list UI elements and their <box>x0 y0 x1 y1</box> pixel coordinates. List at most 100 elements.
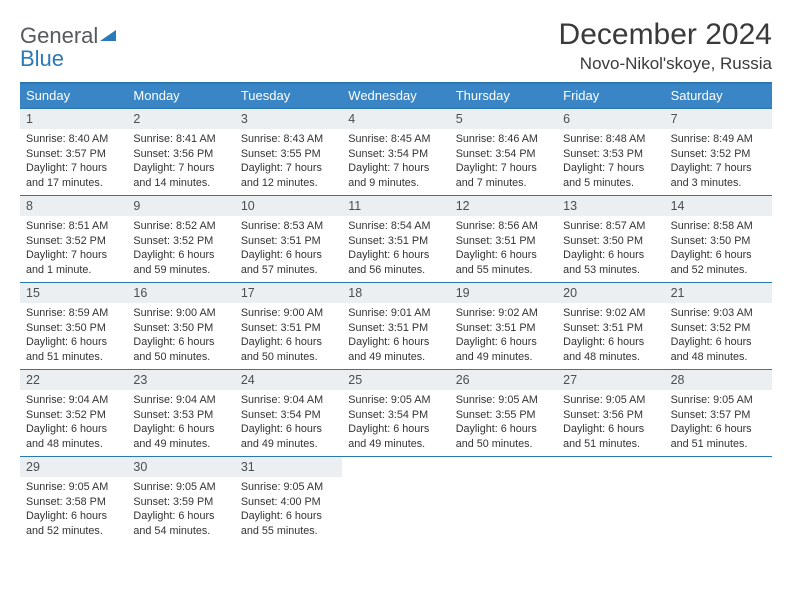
calendar-cell: 17Sunrise: 9:00 AMSunset: 3:51 PMDayligh… <box>235 283 342 369</box>
sunrise-text: Sunrise: 8:40 AM <box>26 132 121 147</box>
daylight-text-1: Daylight: 7 hours <box>26 248 121 263</box>
day-info: Sunrise: 8:48 AMSunset: 3:53 PMDaylight:… <box>557 129 664 194</box>
day-info: Sunrise: 8:52 AMSunset: 3:52 PMDaylight:… <box>127 216 234 281</box>
day-number: 9 <box>127 196 234 216</box>
day-info: Sunrise: 9:05 AMSunset: 3:55 PMDaylight:… <box>450 390 557 455</box>
weeks-container: 1Sunrise: 8:40 AMSunset: 3:57 PMDaylight… <box>20 108 772 543</box>
calendar-cell: 12Sunrise: 8:56 AMSunset: 3:51 PMDayligh… <box>450 196 557 282</box>
day-name-monday: Monday <box>127 84 234 108</box>
daylight-text-2: and 55 minutes. <box>241 524 336 539</box>
day-number: 30 <box>127 457 234 477</box>
sunset-text: Sunset: 3:51 PM <box>348 234 443 249</box>
daylight-text-2: and 51 minutes. <box>563 437 658 452</box>
location-label: Novo-Nikol'skoye, Russia <box>559 54 772 74</box>
day-info: Sunrise: 9:03 AMSunset: 3:52 PMDaylight:… <box>665 303 772 368</box>
daylight-text-2: and 3 minutes. <box>671 176 766 191</box>
day-number: 21 <box>665 283 772 303</box>
daylight-text-1: Daylight: 6 hours <box>133 335 228 350</box>
sunrise-text: Sunrise: 8:45 AM <box>348 132 443 147</box>
daylight-text-2: and 14 minutes. <box>133 176 228 191</box>
day-number: 8 <box>20 196 127 216</box>
sunrise-text: Sunrise: 9:05 AM <box>563 393 658 408</box>
logo-word-general: General <box>20 23 98 48</box>
calendar-cell: 14Sunrise: 8:58 AMSunset: 3:50 PMDayligh… <box>665 196 772 282</box>
sunset-text: Sunset: 3:51 PM <box>241 321 336 336</box>
calendar-cell: 30Sunrise: 9:05 AMSunset: 3:59 PMDayligh… <box>127 457 234 543</box>
day-number: 2 <box>127 109 234 129</box>
daylight-text-2: and 59 minutes. <box>133 263 228 278</box>
sunset-text: Sunset: 3:50 PM <box>26 321 121 336</box>
daylight-text-1: Daylight: 6 hours <box>563 248 658 263</box>
day-name-friday: Friday <box>557 84 664 108</box>
day-number: 12 <box>450 196 557 216</box>
day-number: 15 <box>20 283 127 303</box>
daylight-text-1: Daylight: 7 hours <box>348 161 443 176</box>
sunset-text: Sunset: 3:54 PM <box>456 147 551 162</box>
sunrise-text: Sunrise: 8:48 AM <box>563 132 658 147</box>
sunrise-text: Sunrise: 9:05 AM <box>133 480 228 495</box>
calendar-cell <box>665 457 772 543</box>
day-number: 10 <box>235 196 342 216</box>
day-info: Sunrise: 8:57 AMSunset: 3:50 PMDaylight:… <box>557 216 664 281</box>
sunset-text: Sunset: 3:51 PM <box>456 321 551 336</box>
day-info: Sunrise: 8:41 AMSunset: 3:56 PMDaylight:… <box>127 129 234 194</box>
day-number: 27 <box>557 370 664 390</box>
sunset-text: Sunset: 3:51 PM <box>563 321 658 336</box>
day-info: Sunrise: 8:53 AMSunset: 3:51 PMDaylight:… <box>235 216 342 281</box>
calendar-cell: 3Sunrise: 8:43 AMSunset: 3:55 PMDaylight… <box>235 109 342 195</box>
calendar-week-row: 1Sunrise: 8:40 AMSunset: 3:57 PMDaylight… <box>20 108 772 195</box>
day-info: Sunrise: 8:51 AMSunset: 3:52 PMDaylight:… <box>20 216 127 281</box>
day-info: Sunrise: 8:49 AMSunset: 3:52 PMDaylight:… <box>665 129 772 194</box>
day-number: 25 <box>342 370 449 390</box>
day-number: 18 <box>342 283 449 303</box>
month-title: December 2024 <box>559 18 772 52</box>
sunrise-text: Sunrise: 9:03 AM <box>671 306 766 321</box>
daylight-text-1: Daylight: 6 hours <box>133 509 228 524</box>
day-info: Sunrise: 9:05 AMSunset: 3:57 PMDaylight:… <box>665 390 772 455</box>
calendar-cell: 31Sunrise: 9:05 AMSunset: 4:00 PMDayligh… <box>235 457 342 543</box>
daylight-text-1: Daylight: 6 hours <box>348 248 443 263</box>
daylight-text-2: and 48 minutes. <box>671 350 766 365</box>
calendar-cell: 13Sunrise: 8:57 AMSunset: 3:50 PMDayligh… <box>557 196 664 282</box>
daylight-text-2: and 49 minutes. <box>456 350 551 365</box>
day-number: 22 <box>20 370 127 390</box>
daylight-text-2: and 48 minutes. <box>563 350 658 365</box>
daylight-text-2: and 52 minutes. <box>671 263 766 278</box>
calendar-week-row: 22Sunrise: 9:04 AMSunset: 3:52 PMDayligh… <box>20 369 772 456</box>
sunrise-text: Sunrise: 9:05 AM <box>456 393 551 408</box>
sunrise-text: Sunrise: 9:00 AM <box>241 306 336 321</box>
calendar-cell: 18Sunrise: 9:01 AMSunset: 3:51 PMDayligh… <box>342 283 449 369</box>
calendar-cell <box>557 457 664 543</box>
calendar-cell: 27Sunrise: 9:05 AMSunset: 3:56 PMDayligh… <box>557 370 664 456</box>
daylight-text-1: Daylight: 6 hours <box>348 335 443 350</box>
calendar-cell: 9Sunrise: 8:52 AMSunset: 3:52 PMDaylight… <box>127 196 234 282</box>
day-name-tuesday: Tuesday <box>235 84 342 108</box>
day-info: Sunrise: 9:05 AMSunset: 3:56 PMDaylight:… <box>557 390 664 455</box>
logo-text: General Blue <box>20 24 118 70</box>
daylight-text-1: Daylight: 6 hours <box>133 248 228 263</box>
calendar-day-header: Sunday Monday Tuesday Wednesday Thursday… <box>20 84 772 108</box>
sunset-text: Sunset: 3:54 PM <box>241 408 336 423</box>
sunrise-text: Sunrise: 8:54 AM <box>348 219 443 234</box>
sunset-text: Sunset: 3:51 PM <box>241 234 336 249</box>
page-header: General Blue December 2024 Novo-Nikol'sk… <box>20 18 772 74</box>
day-info: Sunrise: 8:40 AMSunset: 3:57 PMDaylight:… <box>20 129 127 194</box>
daylight-text-2: and 17 minutes. <box>26 176 121 191</box>
daylight-text-1: Daylight: 6 hours <box>241 335 336 350</box>
daylight-text-1: Daylight: 7 hours <box>456 161 551 176</box>
sunrise-text: Sunrise: 9:05 AM <box>241 480 336 495</box>
daylight-text-2: and 55 minutes. <box>456 263 551 278</box>
daylight-text-1: Daylight: 6 hours <box>133 422 228 437</box>
day-info: Sunrise: 9:04 AMSunset: 3:54 PMDaylight:… <box>235 390 342 455</box>
day-number <box>557 457 664 463</box>
daylight-text-2: and 54 minutes. <box>133 524 228 539</box>
daylight-text-1: Daylight: 6 hours <box>456 422 551 437</box>
day-number: 1 <box>20 109 127 129</box>
day-info: Sunrise: 9:02 AMSunset: 3:51 PMDaylight:… <box>557 303 664 368</box>
sunrise-text: Sunrise: 8:52 AM <box>133 219 228 234</box>
sunset-text: Sunset: 3:55 PM <box>456 408 551 423</box>
sunset-text: Sunset: 3:51 PM <box>348 321 443 336</box>
calendar-cell: 22Sunrise: 9:04 AMSunset: 3:52 PMDayligh… <box>20 370 127 456</box>
day-number: 3 <box>235 109 342 129</box>
sunrise-text: Sunrise: 8:58 AM <box>671 219 766 234</box>
